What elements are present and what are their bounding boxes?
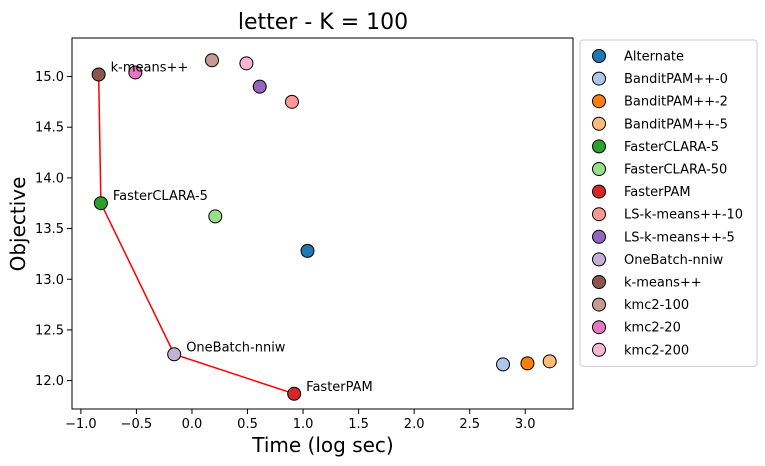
x-tick-label: 1.5 [348,417,369,432]
legend-marker [592,297,606,312]
pareto-front-line [97,74,295,395]
plot-frame [71,37,574,410]
legend-marker [592,94,606,109]
legend-entry: Alternate [624,50,684,65]
data-point [167,347,182,362]
legend-marker [592,342,606,357]
x-tick-label: −1.0 [65,417,97,432]
legend-entry: LS-k-means++-10 [624,208,743,223]
legend-marker [592,139,606,154]
legend-marker [592,116,606,131]
y-tick-label: 14.0 [35,171,64,186]
legend-entry: kmc2-200 [624,343,689,358]
x-tick-label: 3.0 [515,417,536,432]
chart-title: letter - K = 100 [238,10,408,35]
x-tick-label: 0.0 [182,417,203,432]
legend-marker [592,49,606,63]
data-point [208,209,223,224]
legend-entry: BanditPAM++-0 [624,72,728,87]
legend-entry: FasterCLARA-50 [624,163,727,178]
legend-marker [592,320,606,335]
y-axis-label: Objective [6,177,30,272]
y-tick-label: 14.5 [35,121,64,136]
legend-marker [592,162,606,176]
data-point [239,56,254,71]
x-tick-label: 2.5 [459,417,480,432]
legend-marker [592,184,606,199]
legend-entry: BanditPAM++-2 [624,95,728,110]
legend-entry: kmc2-20 [624,321,681,336]
legend-marker [592,275,606,289]
x-tick-label: −0.5 [121,417,153,432]
legend-entry: FasterPAM [624,185,691,200]
data-point [542,354,557,369]
data-point [252,79,267,94]
legend-frame [579,39,758,367]
legend-marker [592,229,606,244]
legend: Alternate BanditPAM++-0 BanditPAM++-2 Bandi… [579,39,758,367]
y-tick-label: 12.5 [35,323,64,338]
data-point [300,243,315,258]
legend-entry: LS-k-means++-5 [624,230,735,245]
legend-entry: k-means++ [624,276,702,291]
legend-entry: FasterCLARA-5 [624,140,719,155]
legend-marker [592,207,606,222]
x-tick-label: 2.0 [404,417,425,432]
data-point [128,65,143,80]
legend-marker [592,252,606,267]
plot-area: −1.0 −0.5 0.0 0.5 1.0 1.5 2.0 2.5 3.0 12.0 12.5 13.… [35,37,574,432]
y-tick-label: 12.0 [35,374,64,389]
y-tick-label: 13.5 [35,222,64,237]
data-point [93,196,108,211]
annotation: k-means++ [111,60,189,75]
legend-entry: kmc2-100 [624,298,689,313]
x-tick-label: 0.5 [237,417,258,432]
y-tick-label: 15.0 [35,70,64,85]
data-point [204,53,219,68]
annotation: FasterCLARA-5 [113,189,208,204]
x-axis-label: Time (log sec) [251,433,393,457]
x-tick-label: 1.0 [293,417,314,432]
annotation: FasterPAM [306,380,373,395]
data-point [91,67,106,82]
legend-marker [592,71,606,86]
annotation: OneBatch-nniw [186,340,286,355]
data-point [287,386,302,401]
legend-entry: OneBatch-nniw [624,253,724,268]
data-point [284,94,299,109]
data-point [496,357,511,372]
y-tick-label: 13.0 [35,273,64,288]
data-point [520,356,535,371]
legend-entry: BanditPAM++-5 [624,117,728,132]
